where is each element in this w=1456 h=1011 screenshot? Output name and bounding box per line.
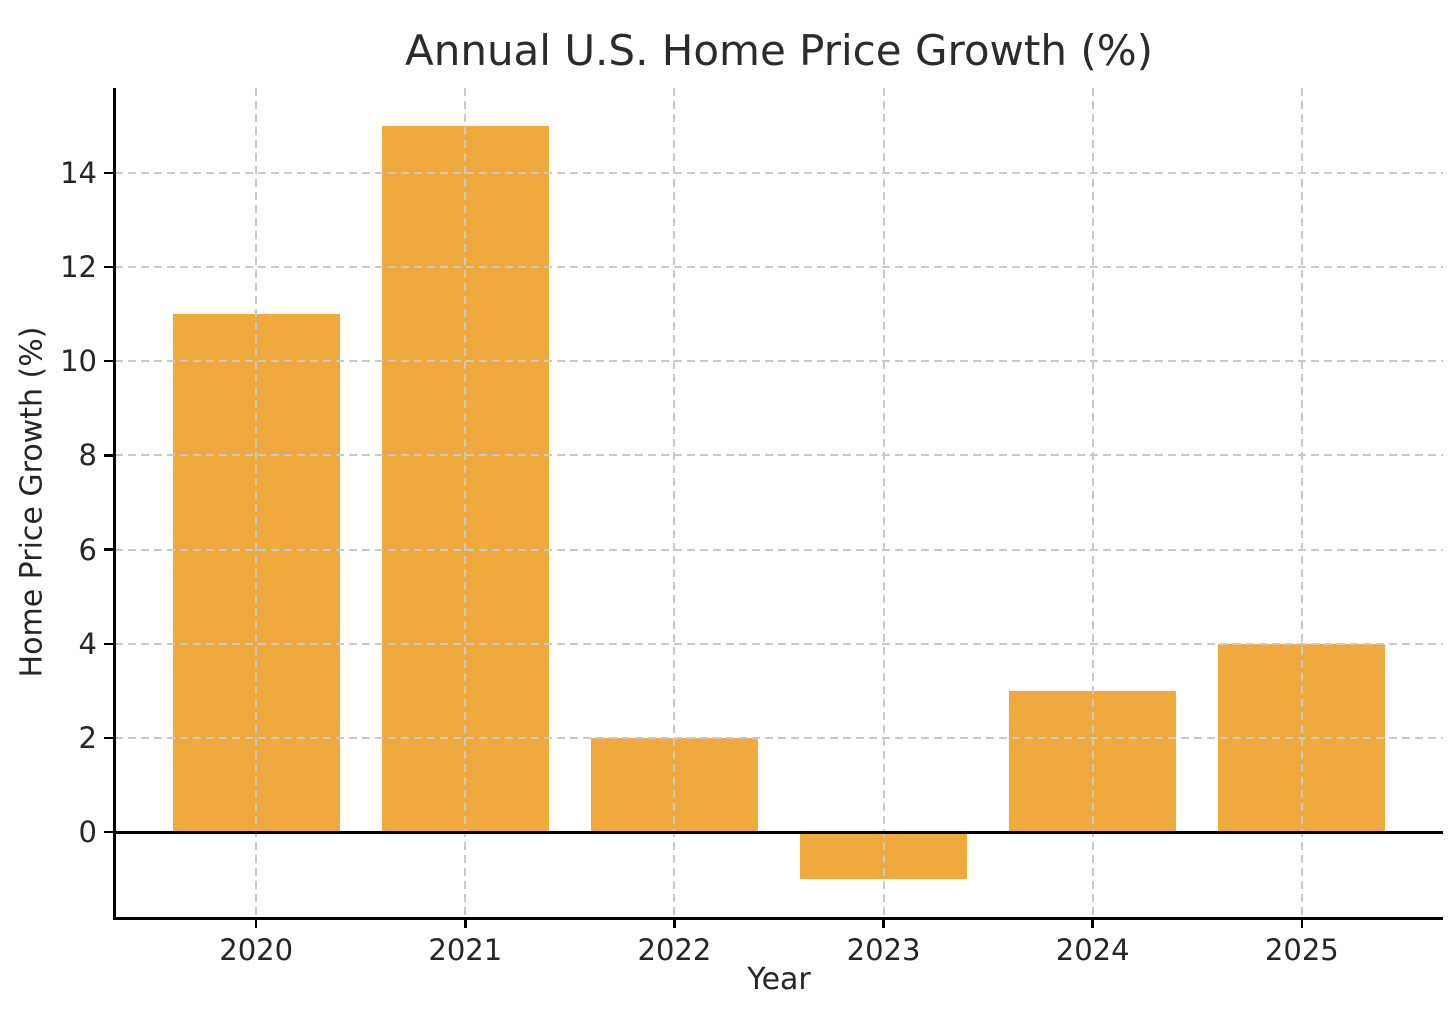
- x-tick-label: 2025: [1264, 933, 1339, 967]
- y-tick-label: 0: [78, 815, 97, 850]
- y-tick-label: 4: [78, 626, 97, 661]
- y-tick-label: 12: [60, 249, 97, 284]
- x-axis-label: Year: [747, 962, 811, 997]
- x-tick-label: 2022: [637, 933, 712, 967]
- y-tick-mark: [104, 736, 113, 740]
- y-tick-mark: [104, 265, 113, 269]
- x-tick-label: 2024: [1055, 933, 1130, 967]
- y-tick-label: 2: [78, 721, 97, 755]
- y-tick-mark: [104, 642, 113, 646]
- y-axis-spine: [113, 88, 116, 917]
- bar-2020: [172, 314, 340, 833]
- y-tick-mark: [104, 830, 113, 834]
- y-tick-label: 8: [78, 438, 97, 473]
- y-tick-mark: [104, 171, 113, 175]
- y-tick-mark: [104, 359, 113, 363]
- bar-2025: [1218, 643, 1386, 833]
- bar-2023: [799, 832, 968, 880]
- x-tick-label: 2023: [846, 933, 921, 967]
- bar-2024: [1009, 690, 1177, 833]
- x-axis-spine: [113, 917, 1443, 920]
- x-tick-mark: [1091, 919, 1094, 928]
- zero-line: [115, 830, 1443, 834]
- y-axis-label: Home Price Growth (%): [14, 326, 50, 678]
- x-tick-mark: [673, 919, 676, 928]
- y-tick-mark: [104, 454, 113, 457]
- y-tick-mark: [104, 548, 113, 551]
- x-tick-mark: [882, 919, 885, 928]
- plot-area: 0 2 4 6 8 10 12 14 2020 2021 2022 2023 2024 2025: [60, 88, 1443, 967]
- bars-layer: [115, 88, 1443, 917]
- y-tick-label: 14: [60, 155, 97, 190]
- x-tick-mark: [464, 919, 467, 928]
- x-tick-label: 2020: [219, 933, 294, 967]
- y-tick-label: 6: [78, 532, 97, 567]
- x-tick-mark: [1300, 919, 1304, 928]
- y-tick-label: 10: [60, 344, 97, 379]
- bar-2022: [590, 738, 759, 833]
- bar-2021: [381, 125, 549, 833]
- x-tick-label: 2021: [428, 933, 503, 967]
- chart-title: Annual U.S. Home Price Growth (%): [404, 26, 1154, 75]
- x-tick-mark: [254, 919, 258, 928]
